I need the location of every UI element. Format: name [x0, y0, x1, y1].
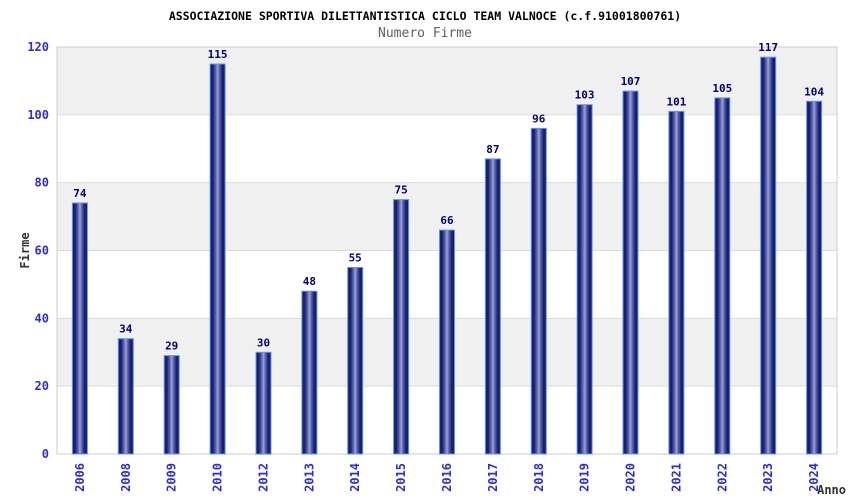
- bar: [622, 90, 639, 455]
- bar: [668, 110, 685, 455]
- bar-value-label: 107: [621, 75, 641, 88]
- y-tick-label: 100: [27, 108, 49, 122]
- x-tick-label: 2024: [807, 463, 821, 492]
- bar-value-label: 34: [119, 323, 133, 336]
- bar: [439, 229, 455, 455]
- x-axis-title: Anno: [817, 483, 846, 497]
- bar-value-label: 105: [712, 82, 732, 95]
- y-tick-label: 60: [35, 244, 49, 258]
- bar: [255, 351, 272, 455]
- bar: [347, 267, 364, 455]
- y-tick-label: 0: [42, 447, 49, 461]
- x-tick-label: 2020: [624, 463, 638, 492]
- bar-value-label: 115: [208, 48, 228, 61]
- bar: [760, 56, 777, 455]
- chart-subtitle: Numero Firme: [378, 26, 472, 41]
- x-tick-label: 2021: [669, 463, 683, 492]
- bar-value-label: 55: [349, 252, 362, 265]
- bar-value-label: 87: [486, 143, 499, 156]
- bar-value-label: 74: [73, 187, 87, 200]
- bar: [163, 355, 180, 455]
- x-tick-label: 2019: [578, 463, 592, 492]
- chart-title: ASSOCIAZIONE SPORTIVA DILETTANTISTICA CI…: [168, 9, 682, 23]
- bar: [209, 63, 226, 455]
- bar-value-label: 96: [532, 112, 546, 125]
- bar-value-label: 48: [303, 275, 316, 288]
- bar: [71, 202, 88, 455]
- x-tick-label: 2018: [532, 463, 546, 492]
- x-tick-label: 2013: [302, 463, 316, 492]
- y-axis-title: Firme: [18, 232, 32, 268]
- x-tick-label: 2023: [761, 463, 775, 492]
- bar-value-label: 66: [440, 214, 454, 227]
- bar-value-label: 104: [804, 85, 824, 98]
- bar: [806, 100, 823, 455]
- bar: [393, 199, 410, 455]
- bar-value-label: 101: [666, 95, 686, 108]
- x-tick-label: 2009: [165, 463, 179, 492]
- bar-value-label: 103: [575, 89, 595, 102]
- grid-band: [57, 47, 837, 115]
- x-tick-label: 2015: [394, 463, 408, 492]
- bar: [530, 127, 547, 455]
- x-tick-label: 2006: [73, 463, 87, 492]
- x-tick-label: 2016: [440, 463, 454, 492]
- x-tick-label: 2022: [715, 463, 729, 492]
- y-tick-label: 120: [27, 40, 49, 54]
- bar: [117, 338, 134, 455]
- bar: [714, 97, 731, 455]
- bar-value-label: 117: [758, 41, 778, 54]
- bar-value-label: 75: [394, 184, 407, 197]
- bar-value-label: 30: [257, 336, 270, 349]
- x-tick-label: 2014: [348, 463, 362, 492]
- x-tick-label: 2008: [119, 463, 133, 492]
- bar-value-label: 29: [165, 340, 178, 353]
- y-tick-label: 40: [35, 311, 49, 325]
- bar: [484, 158, 501, 455]
- x-tick-label: 2010: [211, 463, 225, 492]
- bar: [576, 104, 593, 455]
- bar: [301, 290, 318, 455]
- x-tick-label: 2017: [486, 463, 500, 492]
- y-tick-label: 80: [35, 176, 49, 190]
- x-tick-label: 2012: [256, 463, 270, 492]
- y-tick-label: 20: [35, 379, 49, 393]
